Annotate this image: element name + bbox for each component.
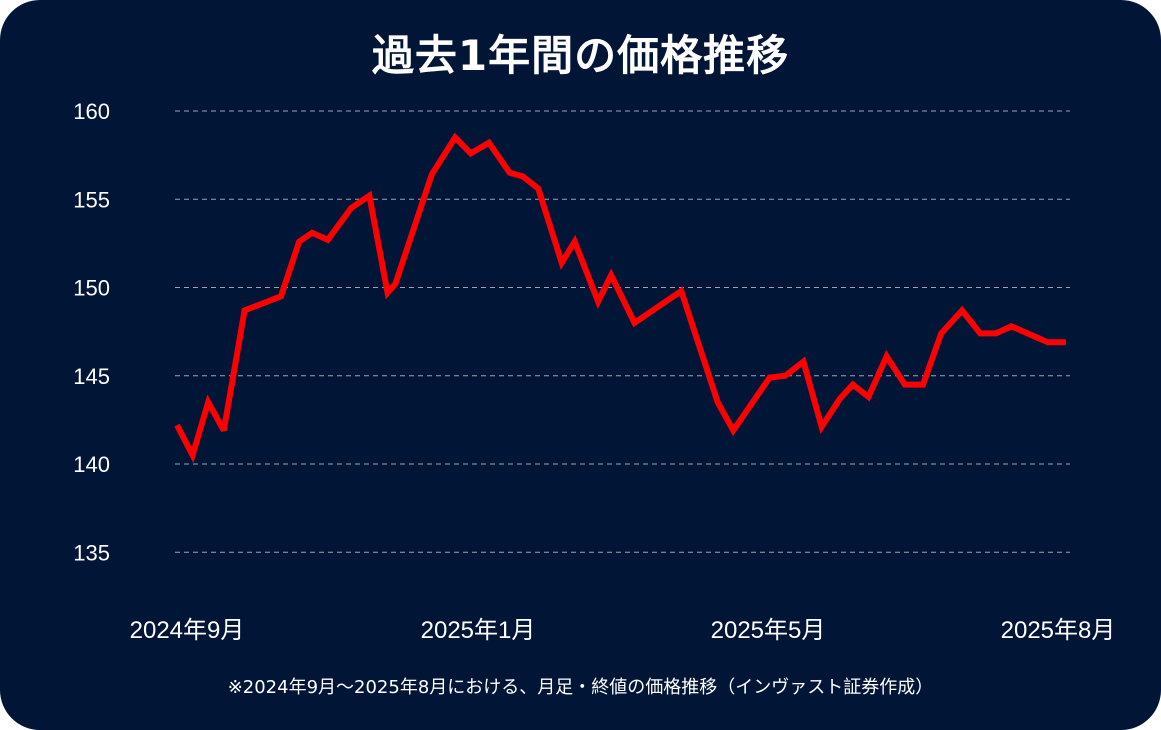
- y-tick-label: 140: [73, 452, 110, 477]
- x-tick-label: 2025年8月: [1001, 617, 1116, 644]
- chart-title: 過去1年間の価格推移: [371, 31, 790, 80]
- x-tick-label: 2024年9月: [130, 617, 245, 644]
- y-tick-label: 160: [73, 99, 110, 124]
- y-tick-label: 145: [73, 364, 110, 389]
- footnote: ※2024年9月～2025年8月における、月足・終値の価格推移（インヴァスト証券…: [227, 677, 934, 698]
- price-line: [174, 132, 1066, 464]
- y-tick-label: 135: [73, 540, 110, 565]
- x-tick-label: 2025年1月: [421, 617, 536, 644]
- y-tick-label: 150: [73, 276, 110, 301]
- y-tick-label: 155: [73, 187, 110, 212]
- x-tick-label: 2025年5月: [711, 617, 826, 644]
